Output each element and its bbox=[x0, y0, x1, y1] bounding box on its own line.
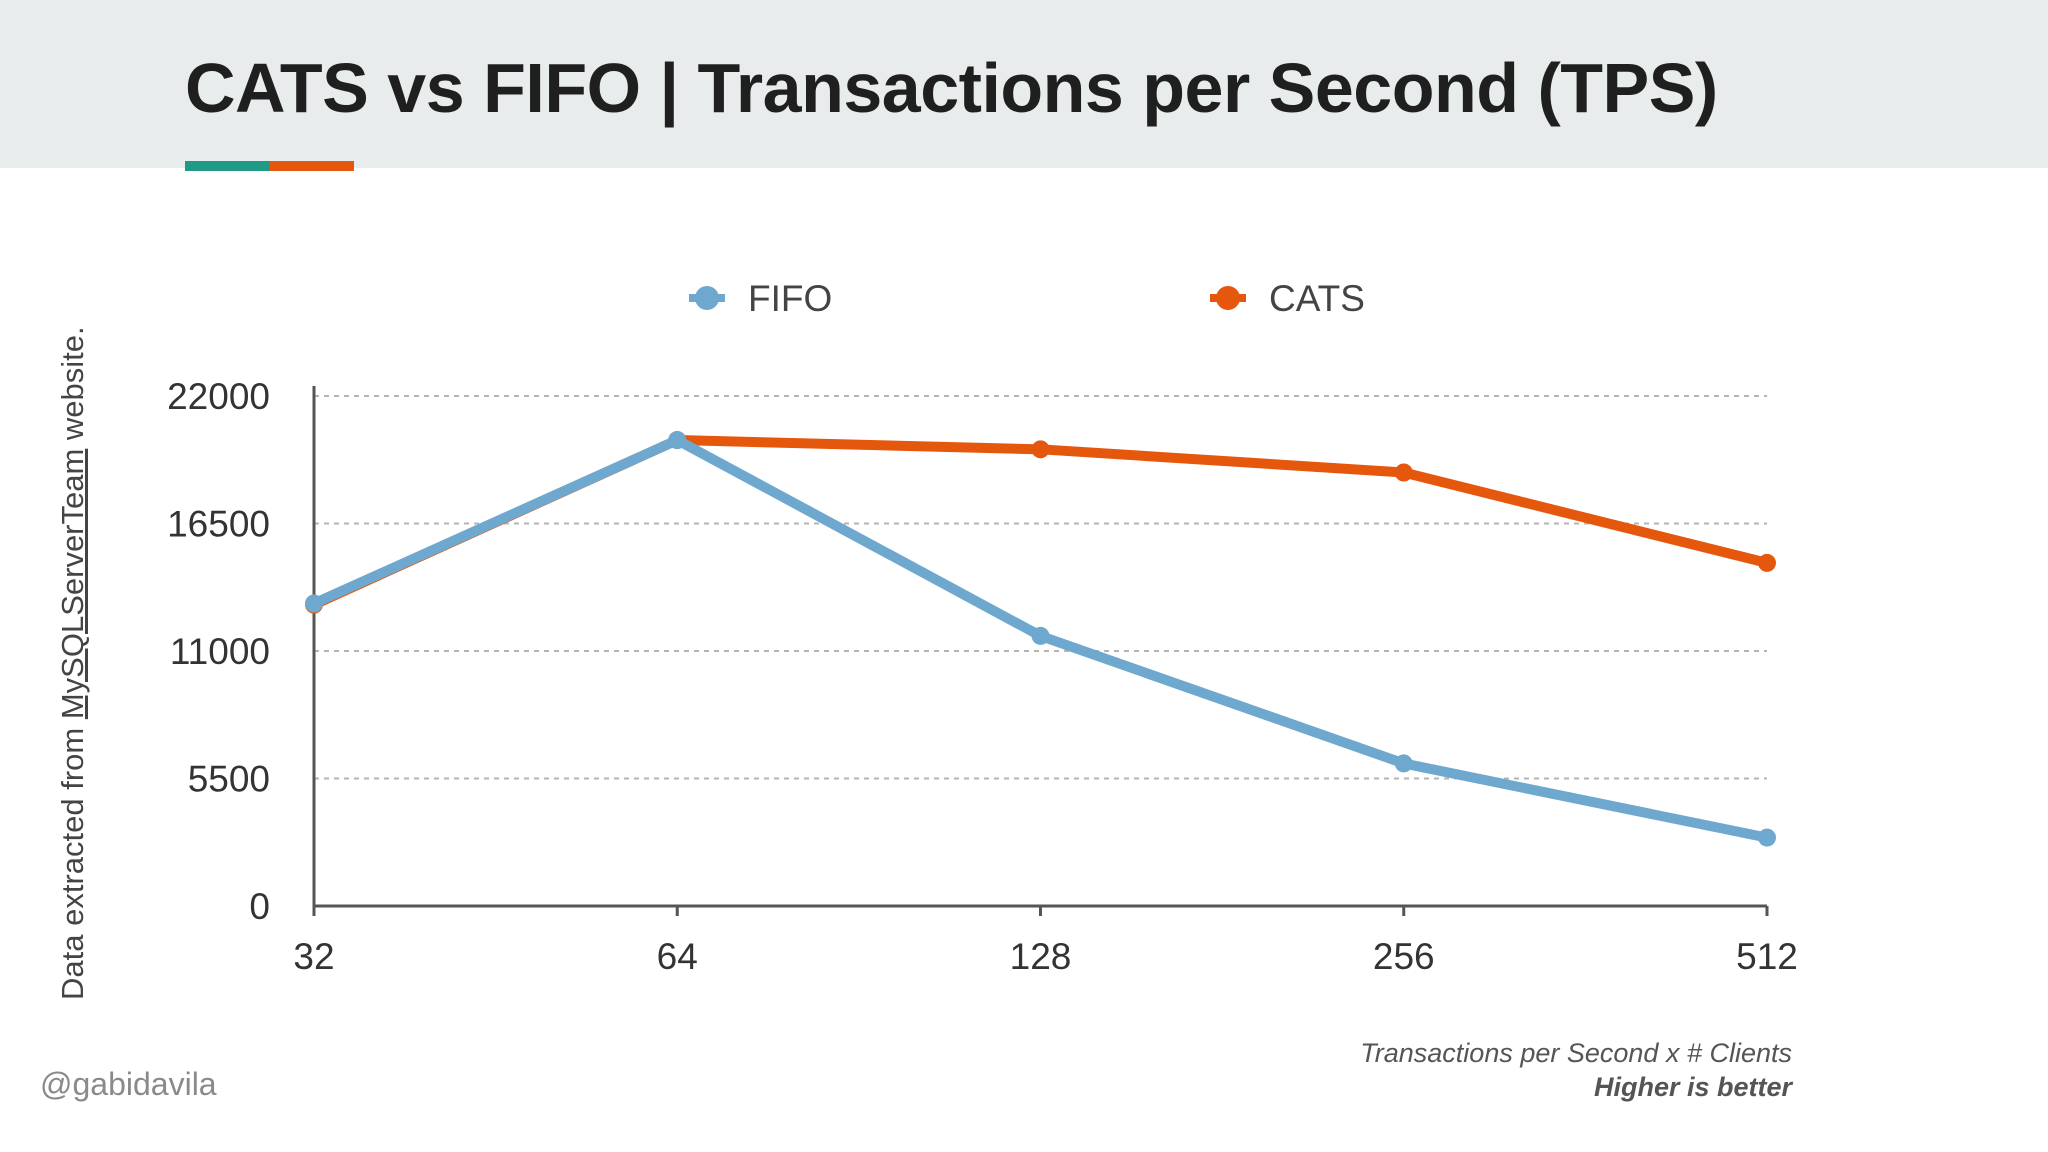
y-tick-label: 16500 bbox=[167, 504, 270, 545]
title-accent-teal bbox=[185, 161, 270, 171]
legend-swatch-dot bbox=[695, 286, 719, 310]
x-tick-label: 64 bbox=[657, 936, 698, 977]
author-handle: @gabidavila bbox=[40, 1066, 217, 1102]
x-tick-label: 256 bbox=[1373, 936, 1435, 977]
legend-swatch-dot bbox=[1216, 286, 1240, 310]
legend-label: FIFO bbox=[748, 278, 832, 319]
y-tick-label: 11000 bbox=[170, 631, 270, 672]
data-point-fifo bbox=[1031, 626, 1050, 645]
data-point-fifo bbox=[668, 431, 687, 450]
data-point-fifo bbox=[1758, 828, 1776, 847]
x-tick-label: 32 bbox=[293, 936, 334, 977]
data-point-fifo bbox=[1394, 754, 1413, 773]
chart-footnote: Transactions per Second x # Clients High… bbox=[1360, 1036, 1792, 1104]
series-line-cats bbox=[309, 435, 1772, 610]
page-title: CATS vs FIFO | Transactions per Second (… bbox=[185, 49, 1718, 127]
footnote-line1: Transactions per Second x # Clients bbox=[1360, 1038, 1792, 1068]
y-tick-label: 22000 bbox=[167, 376, 270, 417]
data-point-cats bbox=[1394, 463, 1413, 482]
y-tick-label: 0 bbox=[249, 886, 270, 927]
data-point-cats bbox=[1031, 440, 1050, 459]
header-bar bbox=[0, 0, 2048, 168]
title-accent-orange bbox=[270, 161, 354, 171]
y-tick-label: 5500 bbox=[188, 759, 270, 800]
x-tick-label: 512 bbox=[1736, 936, 1798, 977]
data-point-fifo bbox=[305, 594, 323, 613]
footnote-line2: Higher is better bbox=[1593, 1072, 1792, 1102]
x-tick-label: 128 bbox=[1010, 936, 1072, 977]
legend-label: CATS bbox=[1269, 278, 1365, 319]
data-point-cats bbox=[1758, 553, 1776, 572]
